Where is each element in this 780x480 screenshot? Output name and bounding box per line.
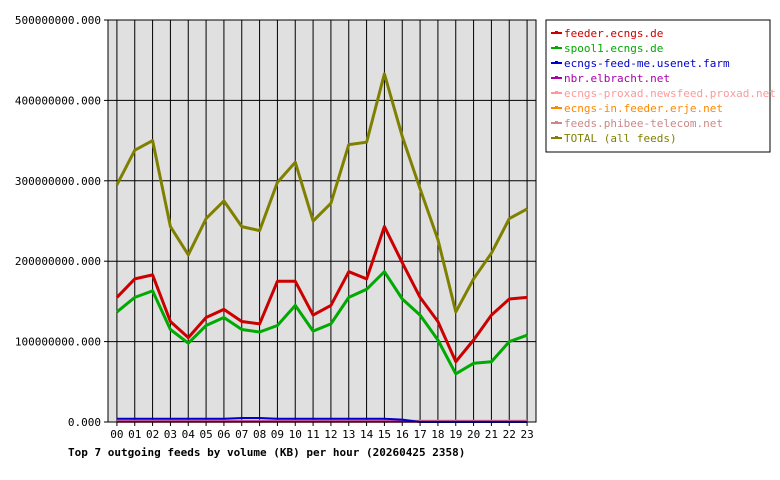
x-tick-label: 02 xyxy=(146,428,159,441)
x-tick-label: 21 xyxy=(485,428,498,441)
y-tick-label: 400000000.000 xyxy=(15,94,101,107)
legend-marker xyxy=(555,91,558,94)
x-tick-label: 15 xyxy=(378,428,391,441)
axis-ticks: 0.000 100000000.000 200000000.000 300000000… xyxy=(15,14,534,441)
legend-label: nbr.elbracht.net xyxy=(564,72,670,85)
x-tick-label: 05 xyxy=(199,428,212,441)
x-tick-label: 17 xyxy=(413,428,426,441)
legend-label: TOTAL (all feeds) xyxy=(564,132,677,145)
y-tick-label: 0.000 xyxy=(68,416,101,429)
legend-label: feeds.phibee-telecom.net xyxy=(564,117,723,130)
legend: feeder.ecngs.de spool1.ecngs.de ecngs-feed… xyxy=(545,19,776,153)
x-tick-label: 12 xyxy=(324,428,337,441)
x-tick-label: 08 xyxy=(253,428,266,441)
x-tick-label: 20 xyxy=(467,428,480,441)
legend-label: ecngs-in.feeder.erje.net xyxy=(564,102,723,115)
x-tick-label: 11 xyxy=(306,428,319,441)
x-tick-label: 13 xyxy=(342,428,355,441)
legend-marker xyxy=(555,106,558,109)
legend-label: ecngs-proxad.newsfeed.proxad.net xyxy=(564,87,776,100)
legend-marker xyxy=(555,136,558,139)
legend-marker xyxy=(555,46,558,49)
legend-label: ecngs-feed-me.usenet.farm xyxy=(564,57,730,70)
y-tick-label: 100000000.000 xyxy=(15,336,101,349)
x-tick-label: 00 xyxy=(110,428,123,441)
plot-frame xyxy=(107,19,537,423)
plot-area xyxy=(108,20,536,422)
chart-title: Top 7 outgoing feeds by volume (KB) per … xyxy=(68,446,465,459)
x-tick-label: 23 xyxy=(520,428,533,441)
x-tick-label: 19 xyxy=(449,428,462,441)
x-tick-label: 10 xyxy=(289,428,302,441)
y-tick-label: 200000000.000 xyxy=(15,255,101,268)
x-tick-label: 01 xyxy=(128,428,141,441)
y-tick-label: 500000000.000 xyxy=(15,14,101,27)
series-line-0 xyxy=(115,225,528,364)
legend-marker xyxy=(555,76,558,79)
legend-marker xyxy=(555,121,558,124)
legend-box xyxy=(545,19,771,153)
x-tick-label: 06 xyxy=(217,428,230,441)
legend-marker xyxy=(555,61,558,64)
x-tick-label: 14 xyxy=(360,428,374,441)
legend-label: spool1.ecngs.de xyxy=(564,42,663,55)
x-tick-label: 07 xyxy=(235,428,248,441)
x-tick-label: 04 xyxy=(182,428,196,441)
series-line-1 xyxy=(115,270,528,376)
x-tick-label: 09 xyxy=(271,428,284,441)
y-tick-label: 300000000.000 xyxy=(15,175,101,188)
x-tick-label: 03 xyxy=(164,428,177,441)
x-tick-label: 22 xyxy=(503,428,516,441)
legend-label: feeder.ecngs.de xyxy=(564,27,663,40)
x-tick-label: 16 xyxy=(396,428,409,441)
series-line-7 xyxy=(115,72,528,314)
legend-marker xyxy=(555,31,558,34)
x-tick-label: 18 xyxy=(431,428,444,441)
